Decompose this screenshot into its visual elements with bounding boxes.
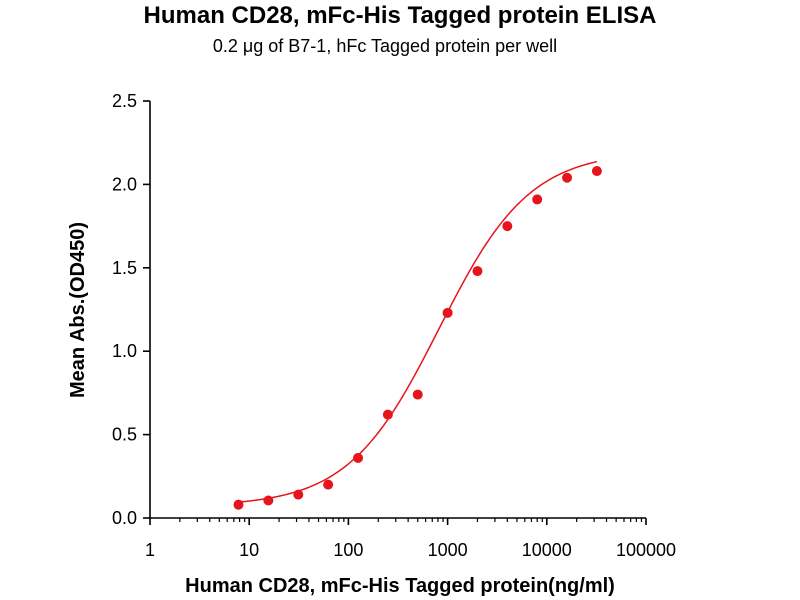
data-point [412,389,423,400]
data-point [532,194,543,205]
fit-curve-line [238,160,598,503]
data-point [472,266,483,277]
ticks-group: 0.0 0.5 1.0 1.5 2.0 2.5 1 10 100 1000 10000 100000 [112,91,676,560]
y-tick-label: 2.0 [112,174,137,194]
fit-curve-group [238,160,598,503]
data-point [353,452,364,463]
x-tick-label: 100 [333,540,363,560]
chart-title: Human CD28, mFc-His Tagged protein ELISA [143,2,657,29]
x-tick-label: 10000 [522,540,572,560]
data-point [263,495,274,506]
data-point [562,172,573,183]
data-point [233,499,244,510]
data-point [442,307,453,318]
data-points-group [233,166,602,510]
data-point [323,479,334,490]
x-tick-label: 1000 [428,540,468,560]
data-point [502,221,513,232]
data-point [591,166,602,177]
y-tick-label: 1.5 [112,258,137,278]
y-tick-label: 2.5 [112,91,137,111]
x-axis-label: Human CD28, mFc-His Tagged protein(ng/ml… [185,575,615,597]
y-tick-label: 0.0 [112,508,137,528]
x-tick-label: 100000 [616,540,676,560]
y-axis-label: Mean Abs.(OD450) [67,222,89,398]
x-tick-label: 1 [145,540,155,560]
data-point [293,489,304,500]
x-tick-label: 10 [239,540,259,560]
y-tick-label: 1.0 [112,341,137,361]
data-point [382,409,393,420]
y-tick-label: 0.5 [112,425,137,445]
axes-group [149,101,646,519]
chart-subtitle: 0.2 μg of B7-1, hFc Tagged protein per w… [212,36,558,56]
